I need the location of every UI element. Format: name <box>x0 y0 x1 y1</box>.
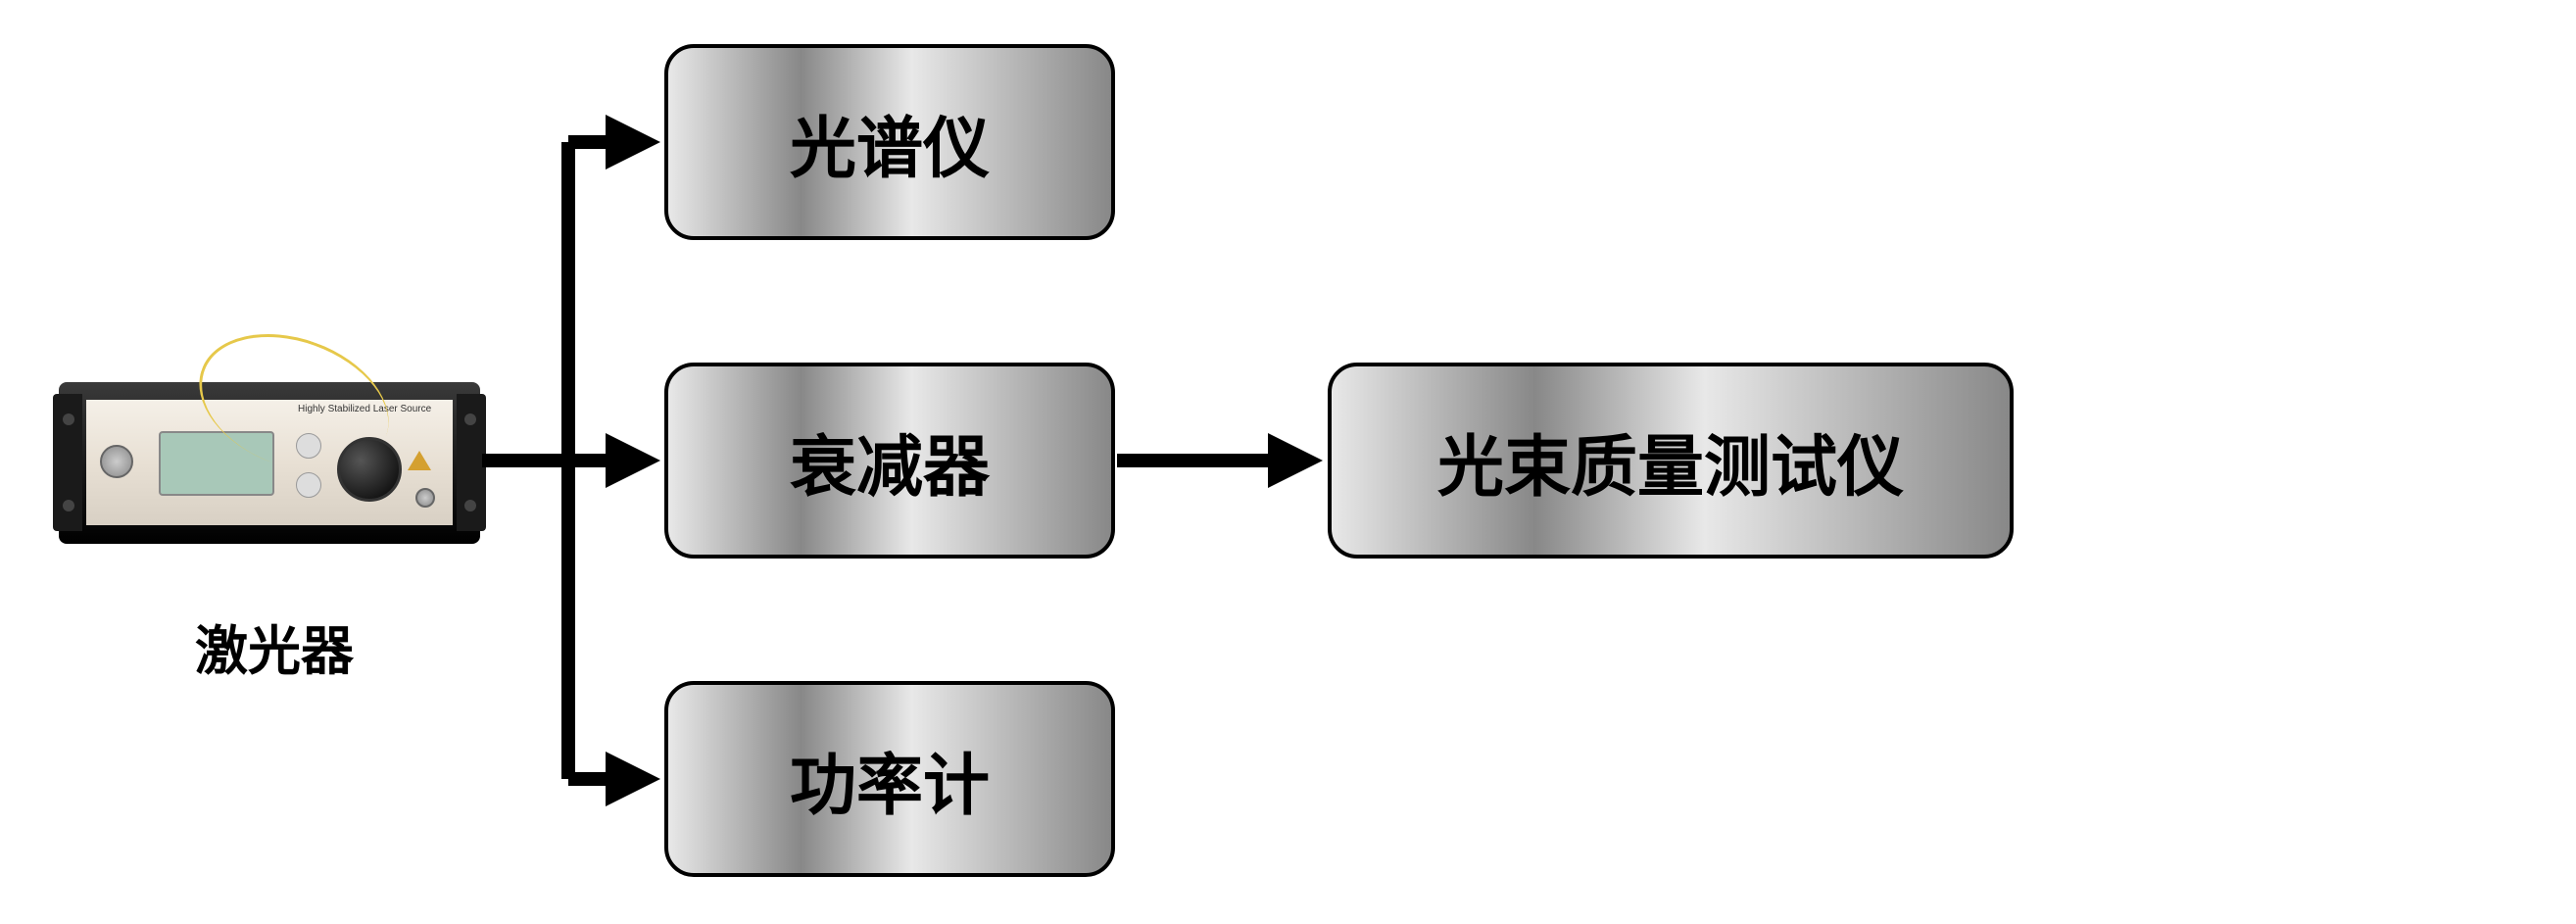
node-beam-quality: 光束质量测试仪 <box>1328 363 2014 559</box>
attenuator-label: 衰减器 <box>790 413 990 510</box>
beam-quality-label: 光束质量测试仪 <box>1437 413 1904 510</box>
node-spectrometer: 光谱仪 <box>664 44 1115 240</box>
node-attenuator: 衰减器 <box>664 363 1115 559</box>
laser-device-image: Highly Stabilized Laser Source <box>59 343 480 568</box>
node-power-meter: 功率计 <box>664 681 1115 877</box>
spectrometer-label: 光谱仪 <box>790 94 990 191</box>
power-meter-label: 功率计 <box>790 731 990 828</box>
laser-label: 激光器 <box>147 608 402 685</box>
